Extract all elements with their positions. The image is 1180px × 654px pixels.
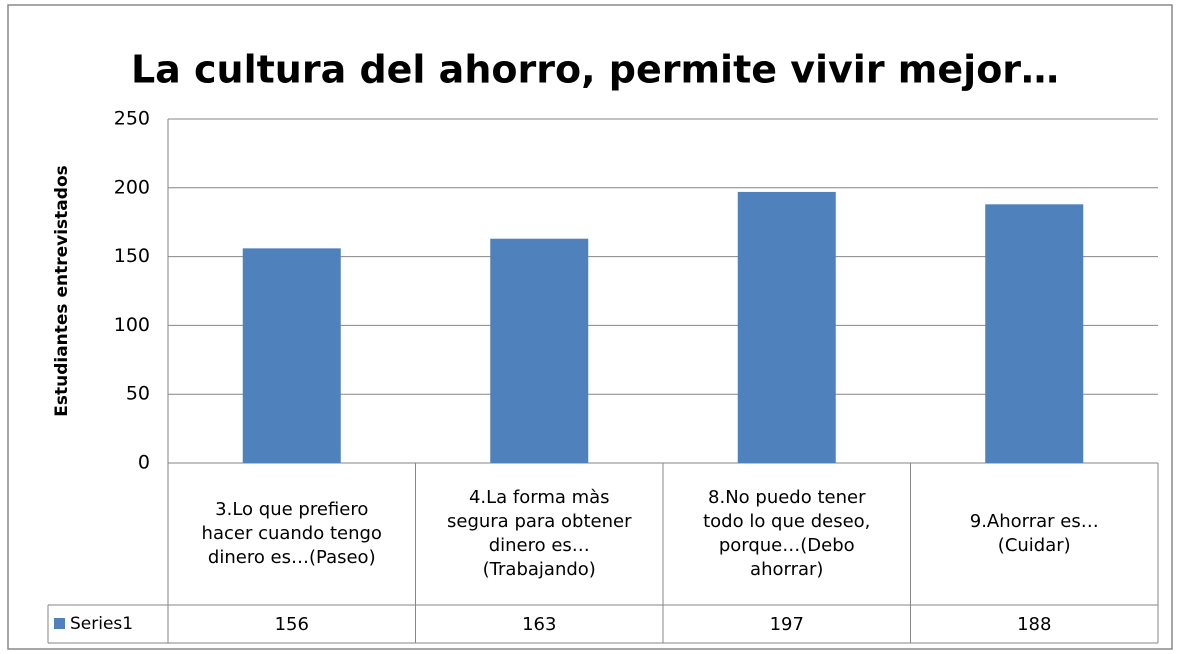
legend-label: Series1: [70, 614, 133, 634]
x-tick-label: 9.Ahorrar es…(Cuidar): [969, 511, 1099, 556]
x-tick-label: 4.La forma màs segura para obtener diner…: [447, 487, 632, 580]
table-value: 197: [770, 614, 804, 635]
table-value: 163: [522, 614, 556, 635]
chart-border: [7, 4, 1173, 650]
y-tick-label: 0: [138, 452, 150, 474]
table-value: 156: [275, 614, 309, 635]
table-value: 188: [1017, 614, 1051, 635]
y-tick-label: 100: [114, 314, 150, 336]
bar: [985, 204, 1084, 463]
y-axis-label: Estudiantes entrevistados: [52, 165, 72, 417]
y-tick-label: 50: [126, 383, 150, 405]
x-tick-label: 3.Lo que prefiero hacer cuando tengo din…: [201, 499, 382, 568]
bar: [242, 248, 341, 463]
chart-title: La cultura del ahorro, permite vivir mej…: [131, 48, 1059, 92]
y-tick-label: 150: [114, 245, 150, 267]
x-tick-label: 8.No puedo tener todo lo que deseo, porq…: [703, 487, 871, 580]
y-tick-label: 200: [114, 176, 150, 198]
legend-key: [54, 618, 65, 629]
y-tick-label: 250: [114, 108, 150, 130]
bar: [490, 238, 589, 463]
bar: [737, 191, 836, 464]
